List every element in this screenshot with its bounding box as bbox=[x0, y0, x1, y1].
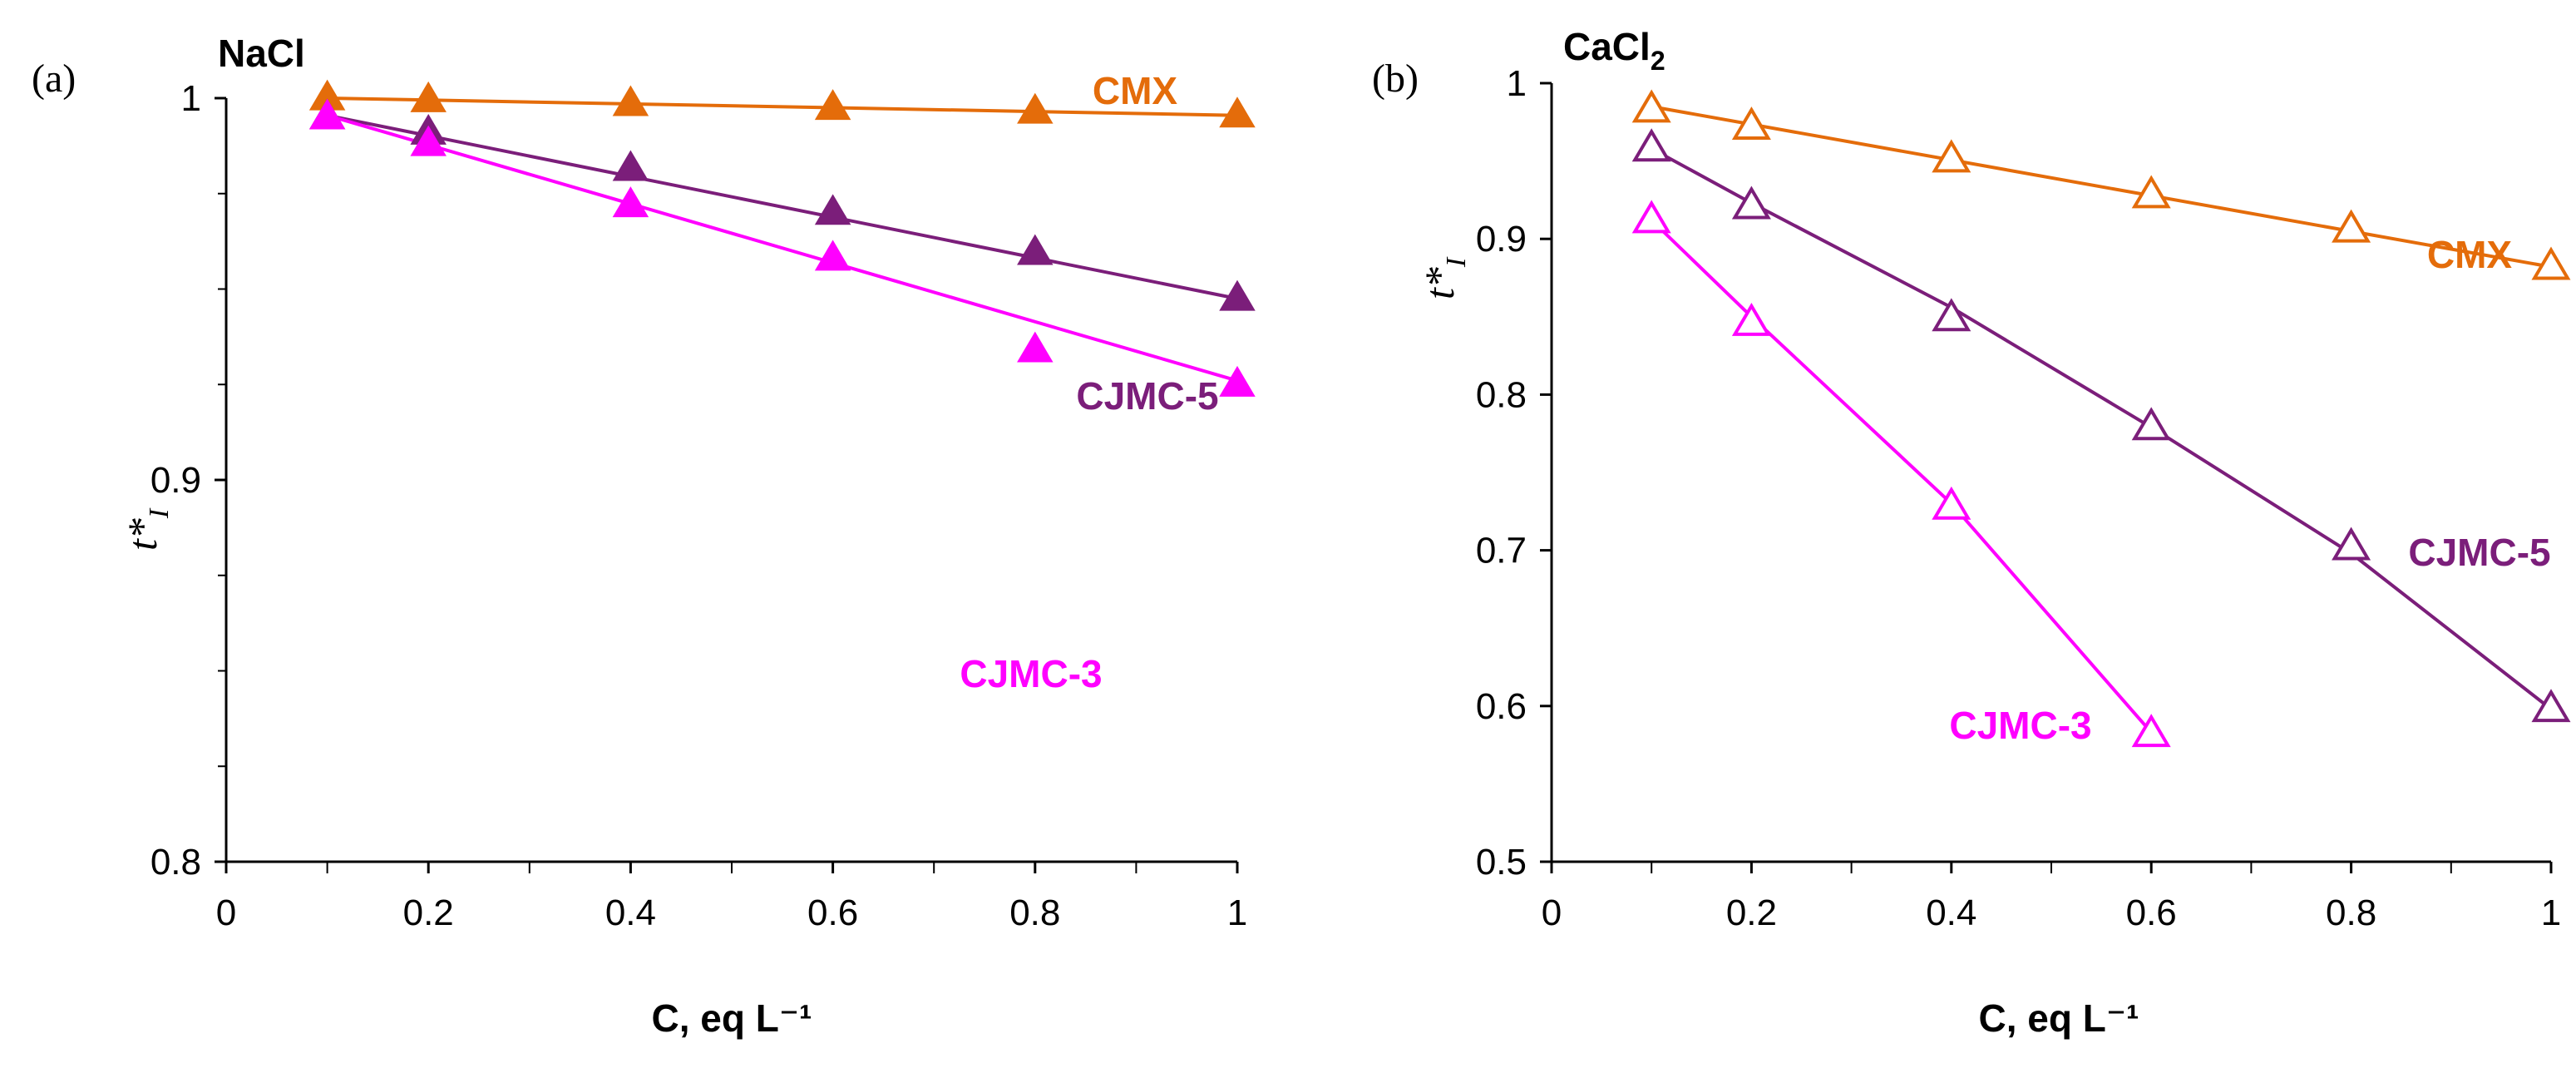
panel-a-marker-cjmc-5 bbox=[1017, 234, 1054, 265]
panel-a-marker-cjmc-5 bbox=[814, 194, 851, 225]
panel-a-marker-cmx bbox=[410, 81, 447, 112]
panel-a-y-axis-title-main: t* bbox=[119, 518, 165, 551]
panel-b-marker-cjmc-5 bbox=[1731, 185, 1771, 220]
panel-b-title-sub: 2 bbox=[1651, 46, 1666, 76]
panel-a-fit-line-cjmc-3 bbox=[327, 113, 1238, 383]
panel-b-marker-cjmc-3 bbox=[1731, 302, 1771, 336]
panel-a-x-axis-title: C, eq L⁻¹ bbox=[652, 996, 812, 1040]
panel-a-x-tick-label: 1 bbox=[1227, 893, 1247, 933]
panel-b-marker-cjmc-5 bbox=[2531, 689, 2571, 723]
panel-a-y-tick-label: 0.9 bbox=[151, 460, 201, 501]
panel-b-marker-cmx bbox=[1932, 139, 1971, 173]
panel-b-marker-cjmc-3 bbox=[2131, 714, 2171, 748]
panel-b-x-axis-title: C, eq L⁻¹ bbox=[1979, 996, 2139, 1040]
panel-a-marker-cjmc-3 bbox=[308, 98, 346, 130]
panel-a-axes: 0 0.2 0.4 0.6 0.8 1 0.8 0.9 1 bbox=[151, 78, 1247, 933]
panel-a-letter: (a) bbox=[32, 57, 76, 101]
panel-a-label-cjmc-3: CJMC-3 bbox=[960, 652, 1102, 695]
panel-a-marker-cjmc-3 bbox=[612, 186, 649, 218]
panel-b-y-axis-title-sub: I bbox=[1441, 256, 1472, 268]
panel-b-marker-cmx bbox=[2531, 246, 2571, 280]
panel-a-marker-cjmc-5 bbox=[1219, 279, 1256, 311]
panel-b-markers bbox=[1631, 89, 2571, 748]
panel-b-y-tick-label: 1 bbox=[1507, 63, 1527, 104]
panel-b-marker-cmx bbox=[2332, 209, 2371, 243]
panel-a-nacl: (a) NaCl t*I C, eq L⁻¹ 0 0.2 0.4 0.6 0.8 1 0.8… bbox=[32, 32, 1256, 1040]
panel-b-x-tick-label: 1 bbox=[2541, 893, 2561, 933]
panel-b-y-tick-label: 0.7 bbox=[1476, 531, 1527, 571]
panel-a-y-axis-title-sub: I bbox=[144, 507, 175, 519]
panel-b-marker-cjmc-5 bbox=[1631, 128, 1671, 162]
panel-a-markers bbox=[308, 79, 1256, 397]
panel-a-y-axis-title: t*I bbox=[119, 507, 175, 551]
panel-b-y-tick-label: 0.6 bbox=[1476, 686, 1527, 727]
panel-b-marker-cjmc-5 bbox=[2332, 527, 2371, 561]
panel-a-marker-cmx bbox=[1219, 96, 1256, 128]
panel-b-label-cmx: CMX bbox=[2427, 233, 2513, 276]
panel-b-title: CaCl2 bbox=[1563, 25, 1666, 76]
panel-b-label-cjmc-5: CJMC-5 bbox=[2408, 531, 2550, 574]
panel-b-y-axis-title-main: t* bbox=[1416, 267, 1463, 299]
panel-a-marker-cjmc-3 bbox=[1017, 331, 1054, 363]
panel-b-marker-cjmc-3 bbox=[1631, 200, 1671, 234]
panel-b-fit-lines bbox=[1650, 105, 2553, 734]
panel-b-marker-cmx bbox=[1731, 106, 1771, 141]
panel-a-title: NaCl bbox=[218, 32, 305, 75]
panel-a-marker-cjmc-5 bbox=[612, 150, 649, 181]
panel-a-label-cmx: CMX bbox=[1093, 69, 1178, 112]
panel-b-axes: 0 0.2 0.4 0.6 0.8 1 0.5 0.6 0.7 0.8 0.9 1 bbox=[1476, 63, 2561, 933]
panel-a-x-tick-label: 0.6 bbox=[807, 893, 858, 933]
panel-b-marker-cjmc-3 bbox=[1932, 486, 1971, 520]
panel-b-fit-line-cjmc-3 bbox=[1650, 219, 2153, 734]
panel-a-x-tick-label: 0 bbox=[216, 893, 236, 933]
panel-a-fit-line-cjmc-5 bbox=[327, 113, 1238, 300]
panel-b-y-axis-title: t*I bbox=[1416, 256, 1472, 299]
panel-b-fit-line-cmx bbox=[1651, 105, 2552, 269]
panel-a-marker-cmx bbox=[814, 89, 851, 121]
panel-b-marker-cmx bbox=[1631, 89, 1671, 123]
panel-b-x-tick-label: 0.4 bbox=[1926, 893, 1976, 933]
panel-b-y-tick-label: 0.9 bbox=[1476, 219, 1527, 260]
panel-b-label-cjmc-3: CJMC-3 bbox=[1949, 704, 2091, 747]
panel-b-title-main: CaCl bbox=[1563, 25, 1651, 68]
panel-a-fit-lines bbox=[327, 96, 1238, 383]
panel-a-label-cjmc-5: CJMC-5 bbox=[1076, 374, 1218, 418]
panel-b-x-tick-label: 0 bbox=[1542, 893, 1562, 933]
panel-b-letter: (b) bbox=[1372, 57, 1419, 101]
panel-a-y-tick-label: 0.8 bbox=[151, 842, 201, 883]
panel-a-x-tick-label: 0.8 bbox=[1009, 893, 1060, 933]
panel-b-x-tick-label: 0.2 bbox=[1726, 893, 1777, 933]
panel-a-marker-cmx bbox=[1017, 92, 1054, 124]
panel-a-y-tick-label: 1 bbox=[181, 78, 201, 119]
panel-b-y-tick-label: 0.8 bbox=[1476, 374, 1527, 415]
panel-a-fit-line-cmx bbox=[327, 96, 1238, 117]
panel-b-y-tick-label: 0.5 bbox=[1476, 842, 1527, 883]
panel-b-cacl2: (b) CaCl2 t*I C, eq L⁻¹ 0 0.2 0.4 0.6 0.8 1 0.… bbox=[1372, 25, 2571, 1040]
panel-b-fit-line-cjmc-5 bbox=[1651, 146, 2553, 711]
panel-a-marker-cjmc-3 bbox=[1219, 365, 1256, 397]
panel-a-marker-cjmc-3 bbox=[410, 125, 447, 156]
panel-b-marker-cjmc-5 bbox=[2131, 407, 2171, 441]
panel-a-x-tick-label: 0.4 bbox=[605, 893, 656, 933]
panel-b-x-tick-label: 0.6 bbox=[2126, 893, 2177, 933]
panel-b-x-tick-label: 0.8 bbox=[2326, 893, 2376, 933]
panel-a-marker-cjmc-3 bbox=[814, 240, 851, 271]
panel-b-marker-cjmc-5 bbox=[1932, 298, 1971, 332]
panel-b-marker-cmx bbox=[2131, 175, 2171, 209]
panel-a-x-tick-label: 0.2 bbox=[403, 893, 454, 933]
panel-a-marker-cmx bbox=[612, 85, 649, 116]
